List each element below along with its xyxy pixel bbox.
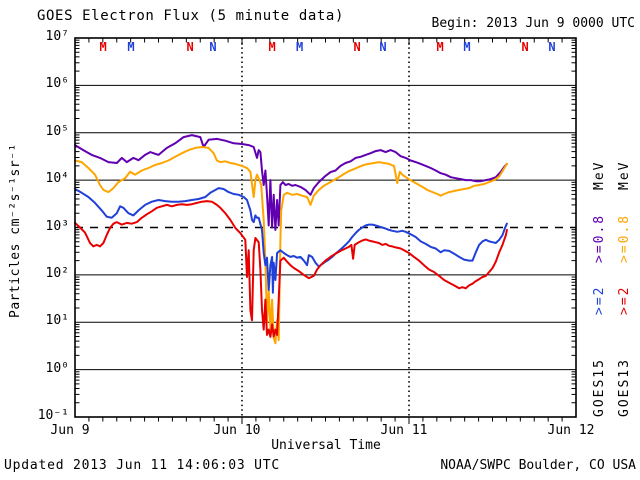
legend-goes15-ge2-label: >=2 — [592, 285, 607, 315]
x-axis-title: Universal Time — [271, 438, 381, 453]
satellite-midnight-marker: M — [127, 40, 134, 54]
satellite-midnight-marker: M — [436, 40, 443, 54]
x-tick-label: Jun 9 — [50, 423, 90, 438]
satellite-midnight-marker: M — [296, 40, 303, 54]
legend-goes15-mev-label: MeV — [592, 160, 607, 190]
satellite-midnight-marker: M — [99, 40, 106, 54]
x-tick-label: Jun 11 — [380, 423, 428, 438]
plot-frame — [74, 37, 577, 418]
satellite-noon-marker: N — [548, 40, 555, 54]
begin-time-label: Begin: 2013 Jun 9 0000 UTC — [431, 16, 636, 31]
page-title: GOES Electron Flux (5 minute data) — [37, 8, 344, 24]
satellite-midnight-marker: M — [268, 40, 275, 54]
y-tick-label: 10³ — [45, 218, 69, 234]
satellite-noon-marker: N — [521, 40, 528, 54]
legend-goes15-name-label: GOES15 — [592, 358, 607, 417]
y-tick-label: 10² — [45, 265, 69, 281]
satellite-noon-marker: N — [379, 40, 386, 54]
x-tick-label: Jun 10 — [213, 423, 261, 438]
series-red — [74, 200, 508, 338]
y-tick-label: 10⁵ — [45, 123, 69, 139]
x-tick-label: Jun 12 — [547, 423, 595, 438]
series-blue — [74, 187, 508, 294]
updated-timestamp: Updated 2013 Jun 11 14:06:03 UTC — [4, 458, 281, 473]
legend-goes13-ge2-label: >=2 — [617, 285, 632, 315]
y-tick-label: 10⁴ — [45, 171, 69, 187]
y-tick-label: 10⁰ — [45, 360, 69, 376]
satellite-noon-marker: N — [353, 40, 360, 54]
y-tick-label: 10⁶ — [45, 76, 69, 92]
legend-goes15-ge08-label: >=0.8 — [592, 213, 607, 263]
satellite-noon-marker: N — [186, 40, 193, 54]
y-tick-label: 10⁻¹ — [37, 408, 69, 423]
y-axis-title: Particles cm⁻²s⁻¹sr⁻¹ — [8, 143, 23, 318]
y-tick-label: 10⁷ — [45, 29, 69, 44]
legend-goes13-ge08-label: >=0.8 — [617, 213, 632, 263]
y-tick-label: 10¹ — [45, 313, 69, 329]
series-orange — [74, 146, 508, 345]
source-attribution: NOAA/SWPC Boulder, CO USA — [440, 458, 636, 473]
series-purple — [74, 134, 508, 231]
legend-goes13-mev-label: MeV — [617, 160, 632, 190]
satellite-midnight-marker: M — [463, 40, 470, 54]
legend-goes13-name-label: GOES13 — [617, 358, 632, 417]
satellite-noon-marker: N — [209, 40, 216, 54]
